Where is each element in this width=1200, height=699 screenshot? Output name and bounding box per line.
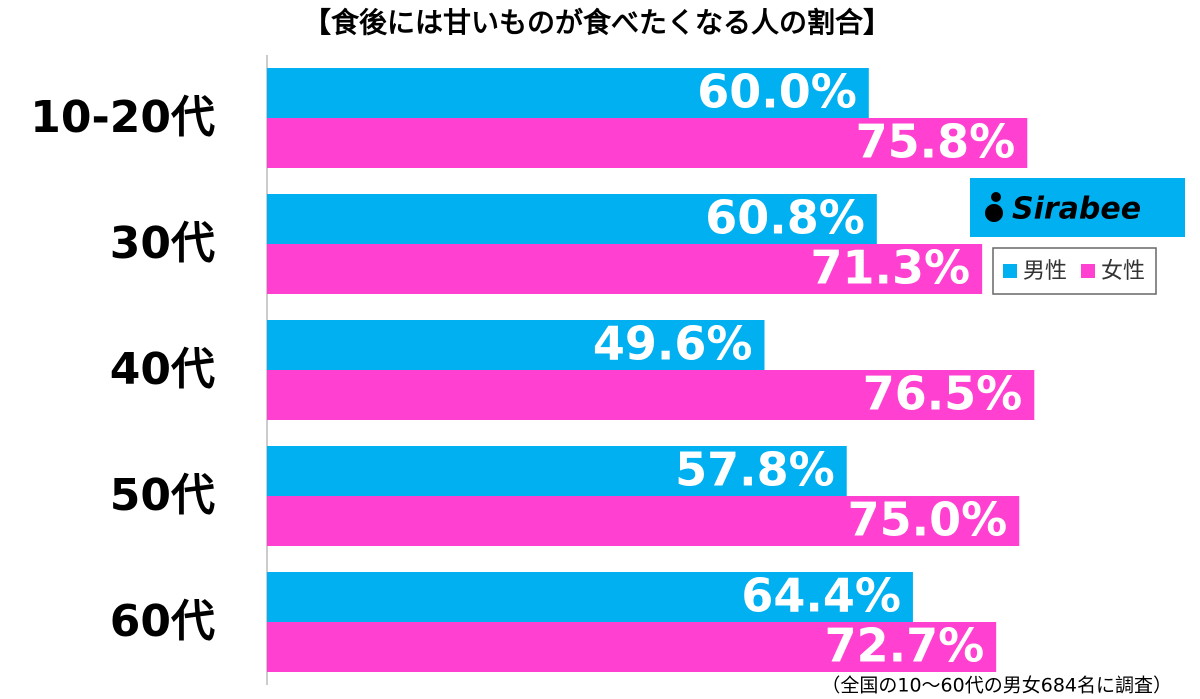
y-tick-label: 30代 xyxy=(110,218,215,269)
data-label: 75.0% xyxy=(848,493,1008,547)
legend-label: 男性 xyxy=(1023,259,1067,284)
chart-title: 【食後には甘いものが食べたくなる人の割合】 xyxy=(303,6,891,39)
bar xyxy=(267,370,1035,420)
y-tick-label: 50代 xyxy=(110,470,215,521)
bar xyxy=(267,622,997,672)
bar xyxy=(267,118,1028,168)
legend-swatch xyxy=(1081,264,1095,278)
data-label: 71.3% xyxy=(811,241,971,295)
data-label: 64.4% xyxy=(741,569,901,623)
bar xyxy=(267,320,765,370)
logo-icon xyxy=(985,204,1003,222)
bar xyxy=(267,194,877,244)
y-tick-label: 40代 xyxy=(110,344,215,395)
data-label: 72.7% xyxy=(825,619,985,673)
data-label: 49.6% xyxy=(593,317,753,371)
y-tick-label: 60代 xyxy=(110,596,215,647)
bar xyxy=(267,244,983,294)
legend-label: 女性 xyxy=(1101,259,1145,284)
y-tick-label: 10-20代 xyxy=(30,92,215,143)
logo-text: Sirabee xyxy=(1012,192,1141,227)
bar xyxy=(267,496,1020,546)
data-label: 75.8% xyxy=(856,115,1016,169)
logo-icon xyxy=(991,192,1001,202)
bar xyxy=(267,572,913,622)
footnote: （全国の10〜60代の男女684名に調査） xyxy=(821,675,1172,697)
data-label: 76.5% xyxy=(863,367,1023,421)
logo-box xyxy=(970,178,1185,237)
legend-box xyxy=(992,247,1157,295)
data-label: 60.8% xyxy=(705,191,865,245)
legend-swatch xyxy=(1003,264,1017,278)
bar xyxy=(267,68,869,118)
bar xyxy=(267,446,847,496)
data-label: 57.8% xyxy=(675,443,835,497)
data-label: 60.0% xyxy=(697,65,857,119)
